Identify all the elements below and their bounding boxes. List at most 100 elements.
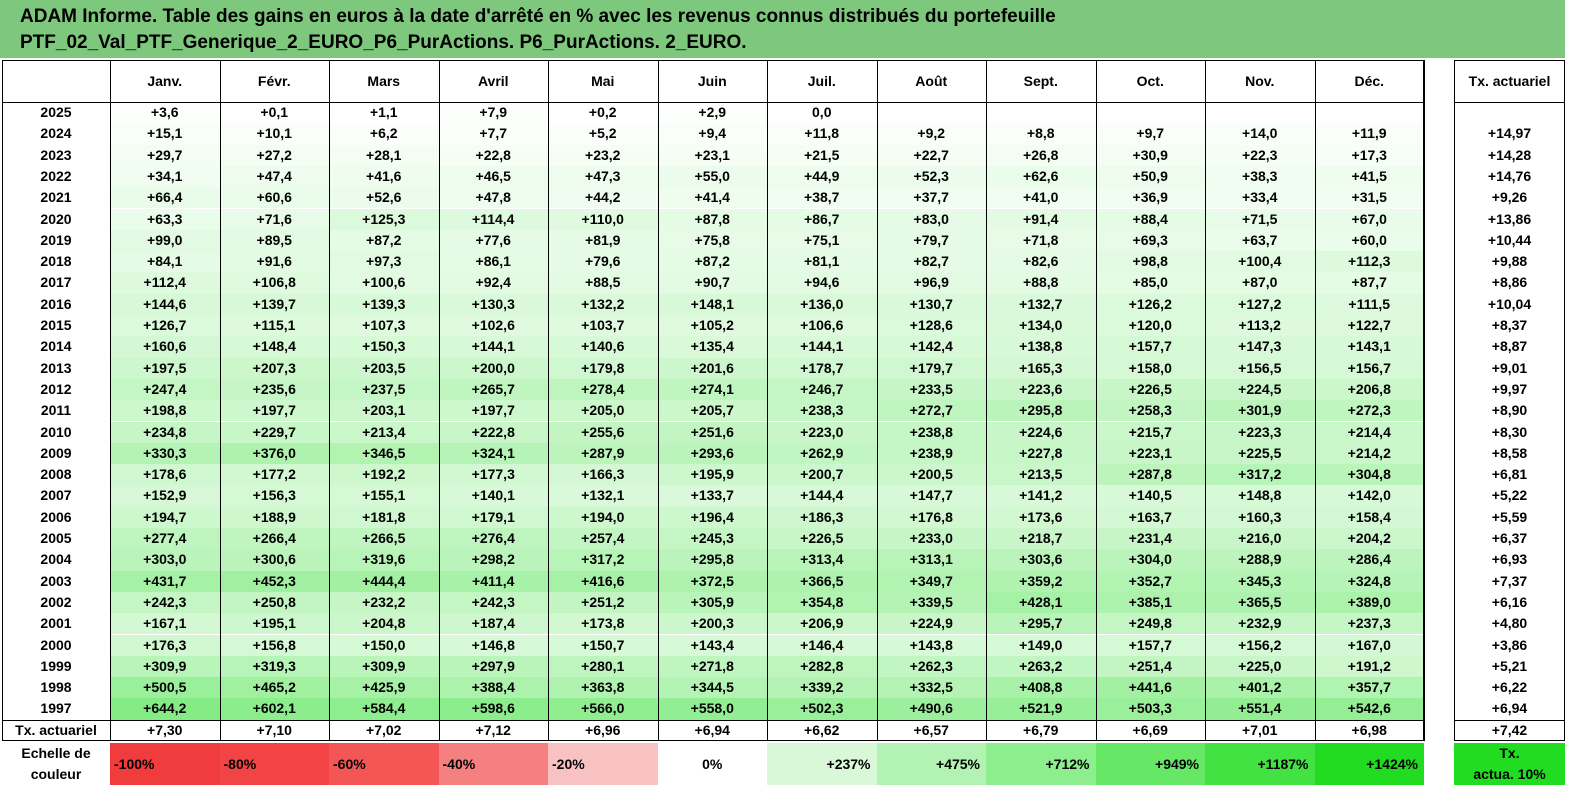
table-cell: +176,8 [876, 506, 986, 528]
table-cell: +205,0 [548, 400, 658, 422]
row-year-label: 2006 [40, 508, 72, 525]
table-cell: +144,1 [438, 336, 548, 358]
table-cell: +298,2 [438, 549, 548, 571]
row-rate-cell: +8,90 [1491, 402, 1528, 419]
table-cell: +251,2 [548, 591, 658, 614]
column-header-month: Sept. [1023, 73, 1058, 89]
row-year-label: 2025 [40, 104, 72, 120]
footer-cell: +7,01 [1242, 721, 1278, 738]
table-cell: +250,8 [219, 591, 329, 614]
table-cell: +247,4 [110, 378, 220, 401]
table-cell [1095, 102, 1205, 124]
table-cell: +157,7 [1095, 634, 1205, 656]
table-cell: +203,5 [329, 357, 439, 379]
table-cell: +266,5 [329, 528, 439, 550]
color-scale-swatch: 0% [657, 743, 767, 785]
table-cell: +100,6 [329, 272, 439, 294]
table-cell: +558,0 [657, 698, 767, 720]
grid-line [1205, 60, 1206, 741]
grid-line [767, 60, 768, 741]
table-cell: +179,1 [438, 506, 548, 528]
row-year-label: 2005 [40, 530, 72, 546]
row-rate-cell: +8,58 [1491, 444, 1528, 461]
table-cell: +339,5 [876, 591, 986, 614]
table-cell: +120,0 [1095, 315, 1205, 337]
table-cell: +71,8 [986, 229, 1096, 252]
row-year-label: 2020 [40, 210, 72, 227]
table-cell: +288,9 [1205, 549, 1315, 571]
table-cell: +140,1 [438, 485, 548, 507]
table-cell: +144,4 [767, 485, 877, 507]
grid-line [2, 719, 1424, 721]
table-cell: +41,0 [986, 187, 1096, 209]
row-year-label: 2008 [40, 466, 72, 483]
row-rate-cell: +10,44 [1487, 231, 1532, 248]
table-cell: +232,2 [329, 591, 439, 614]
table-cell: +132,7 [986, 293, 1096, 315]
table-cell: +195,1 [219, 613, 329, 635]
table-cell: +234,8 [110, 421, 220, 443]
table-cell: +130,7 [876, 293, 986, 315]
table-cell: +144,6 [110, 293, 220, 315]
table-cell: +112,3 [1314, 251, 1424, 273]
table-cell: +23,2 [548, 144, 658, 166]
column-header-rate: Tx. actuariel [1468, 73, 1551, 89]
table-cell: +178,6 [110, 464, 220, 486]
table-cell: +106,8 [219, 272, 329, 294]
report-title-line1: ADAM Informe. Table des gains en euros à… [20, 6, 1056, 27]
grid-line [1424, 60, 1425, 741]
table-cell: +87,0 [1205, 272, 1315, 294]
table-cell: +365,5 [1205, 591, 1315, 614]
row-rate-cell: +4,80 [1491, 615, 1528, 632]
table-cell: +41,4 [657, 187, 767, 209]
row-rate-cell: +5,21 [1491, 657, 1528, 674]
table-cell: +126,7 [110, 315, 220, 337]
row-year-label: 2013 [40, 359, 72, 376]
table-cell: +33,4 [1205, 187, 1315, 209]
table-cell: +584,4 [329, 698, 439, 720]
table-cell: +155,1 [329, 485, 439, 507]
table-cell: +11,9 [1314, 123, 1424, 145]
table-cell: +7,7 [438, 123, 548, 145]
table-cell: +79,7 [876, 229, 986, 252]
table-cell: +156,3 [219, 485, 329, 507]
footer-cell: +7,10 [256, 721, 292, 738]
table-cell [986, 102, 1096, 124]
table-cell: +91,6 [219, 251, 329, 273]
grid-line [110, 60, 111, 741]
table-cell: +195,9 [657, 464, 767, 486]
table-cell: +140,5 [1095, 485, 1205, 507]
table-cell: +7,9 [438, 102, 548, 124]
table-cell: +346,5 [329, 442, 439, 465]
row-year-label: 2016 [40, 295, 72, 312]
color-scale-swatch: +712% [986, 743, 1096, 785]
table-cell: +359,2 [986, 570, 1096, 592]
footer-cell: +7,02 [366, 721, 402, 738]
table-cell: +198,8 [110, 400, 220, 422]
table-cell: +143,8 [876, 634, 986, 656]
row-rate-cell: +8,37 [1491, 317, 1528, 333]
table-cell: +431,7 [110, 570, 220, 592]
table-cell: +1,1 [329, 102, 439, 124]
row-rate-cell: +5,59 [1491, 508, 1528, 525]
table-cell: +113,2 [1205, 315, 1315, 337]
table-cell: +223,3 [1205, 421, 1315, 443]
table-cell: +85,0 [1095, 272, 1205, 294]
column-header-month: Nov. [1245, 73, 1275, 89]
column-header-month: Déc. [1354, 73, 1385, 89]
table-cell: +238,8 [876, 421, 986, 443]
footer-cell: +7,30 [147, 721, 183, 738]
table-cell: +114,4 [438, 208, 548, 230]
table-cell: +191,2 [1314, 655, 1424, 678]
table-cell: +200,0 [438, 357, 548, 379]
table-cell: +255,6 [548, 421, 658, 443]
row-year-label: 2000 [40, 636, 72, 653]
table-cell: +17,3 [1314, 144, 1424, 166]
table-cell: +105,2 [657, 315, 767, 337]
table-cell: +84,1 [110, 251, 220, 273]
table-cell: +91,4 [986, 208, 1096, 230]
row-rate-cell: +6,16 [1491, 593, 1528, 610]
table-cell: +225,5 [1205, 442, 1315, 465]
table-cell: +257,4 [548, 528, 658, 550]
table-cell: +425,9 [329, 677, 439, 699]
